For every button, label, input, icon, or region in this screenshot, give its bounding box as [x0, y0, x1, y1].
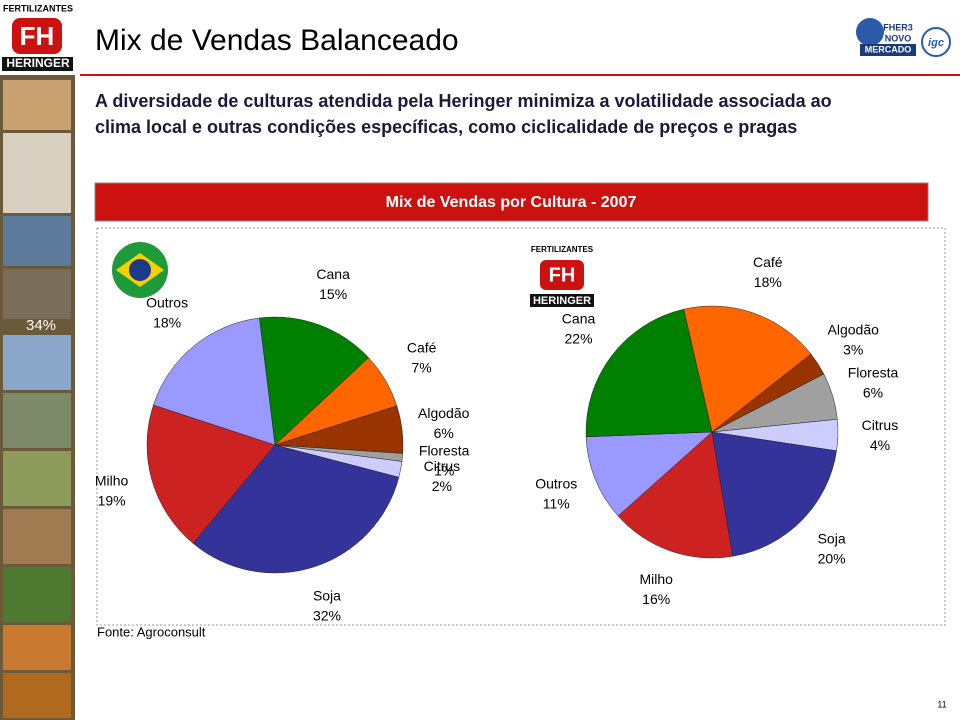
slice-category: Algodão: [828, 322, 880, 338]
logo-mark: [12, 18, 62, 54]
slice-category: Milho: [95, 473, 129, 489]
slice-value: 19%: [98, 493, 126, 509]
slice-value: 16%: [642, 591, 670, 607]
slice-category: Cana: [316, 266, 350, 282]
slice-category: Soja: [818, 531, 846, 547]
logo-letters: FH: [20, 21, 55, 51]
slice-value: 4%: [870, 437, 890, 453]
slice-value: 32%: [313, 608, 341, 624]
slice-value: 18%: [754, 274, 782, 290]
logo-mark: [540, 260, 584, 290]
pie-slice: [585, 308, 713, 438]
slice-value: 6%: [863, 385, 883, 401]
igc-ring: [921, 27, 951, 57]
slice-value: 2%: [432, 478, 452, 494]
source: Fonte: Agroconsult: [97, 624, 206, 639]
slice-value: 1%: [434, 462, 454, 478]
partner-logo: FHER3: [883, 22, 913, 32]
slice-category: Floresta: [848, 365, 899, 381]
slice-category: Cana: [562, 311, 596, 327]
slice-category: Soja: [313, 588, 341, 604]
slice-category: Outros: [146, 294, 188, 310]
partner-logo: MERCADO: [865, 44, 912, 54]
slice-category: Floresta: [419, 442, 470, 458]
slice-value: 18%: [153, 314, 181, 330]
logo-top: FERTILIZANTES: [531, 245, 594, 254]
slice-value: 7%: [412, 360, 432, 376]
slice-value: 15%: [319, 286, 347, 302]
logo-bottom: HERINGER: [6, 56, 70, 70]
fher-logo-icon: [856, 18, 884, 46]
photo-strip: [0, 75, 75, 720]
logo-letters: FH: [549, 264, 576, 286]
sidebar-label: 34%: [26, 317, 56, 334]
pie-slice: [711, 431, 837, 557]
slice-value: 22%: [565, 331, 593, 347]
slice-category: Citrus: [862, 417, 899, 433]
slice-value: 20%: [818, 551, 846, 567]
partner-logo: igc: [928, 37, 944, 49]
logo-bottom: HERINGER: [533, 295, 591, 307]
pie-slice: [617, 431, 733, 559]
partner-band: [860, 44, 916, 56]
pie-slice: [683, 305, 812, 433]
slice-value: 3%: [843, 342, 863, 358]
slice-category: Café: [407, 340, 437, 356]
slice-category: Algodão: [418, 405, 470, 421]
slice-category: Citrus: [424, 458, 461, 474]
slice-category: Outros: [535, 476, 577, 492]
partner-logo: NOVO: [885, 33, 912, 43]
banner-text: Mix de Vendas por Cultura - 2007: [386, 194, 637, 211]
pie-slice: [259, 316, 369, 446]
logo-band: [2, 57, 73, 71]
slice-value: 6%: [434, 425, 454, 441]
banner: [94, 182, 929, 222]
page-number: 11: [937, 699, 946, 709]
slice-category: Milho: [639, 571, 673, 587]
pie-slice: [146, 404, 276, 544]
pie-slice: [192, 444, 400, 574]
slice-value: 11%: [543, 496, 570, 512]
pie-slice: [585, 431, 713, 517]
pie-slice: [153, 317, 276, 446]
subtitle: A diversidade de culturas atendida pela …: [95, 91, 832, 137]
logo-top: FERTILIZANTES: [3, 3, 73, 13]
slide-title: Mix de Vendas Balanceado: [95, 24, 459, 57]
logo-band: [530, 294, 594, 307]
slice-category: Café: [753, 254, 783, 270]
flag-globe: [129, 259, 151, 281]
